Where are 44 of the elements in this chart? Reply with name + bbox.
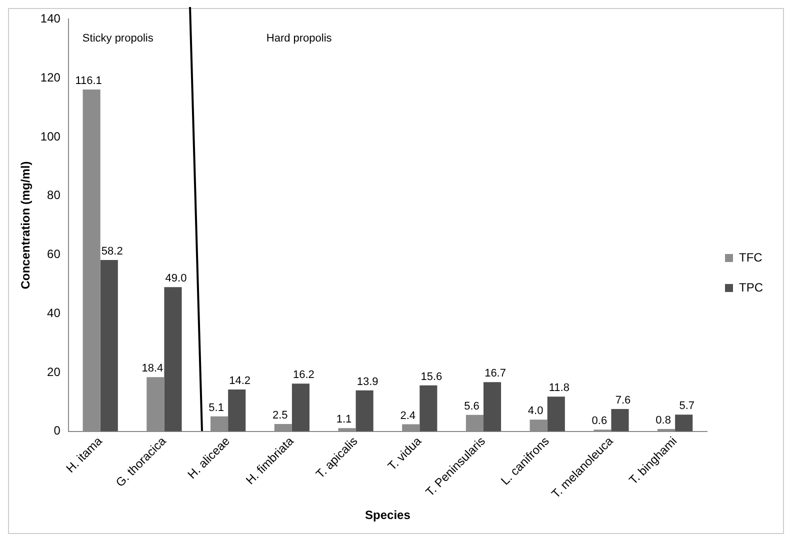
data-label: 2.5 [272, 410, 288, 422]
bar [547, 396, 565, 432]
data-label: 4.0 [528, 405, 544, 418]
y-tick-label: 100 [40, 129, 61, 144]
legend-label: TPC [739, 280, 764, 294]
annotation: Hard propolis [266, 32, 332, 45]
data-label: 16.7 [484, 368, 506, 380]
data-label: 13.9 [356, 376, 378, 388]
y-tick-label: 80 [47, 188, 61, 202]
y-tick-label: 20 [47, 364, 61, 379]
y-tick-label: 120 [40, 70, 61, 84]
data-label: 5.7 [679, 400, 694, 412]
data-label: 0.6 [592, 415, 608, 428]
data-label: 49.0 [165, 272, 187, 285]
data-label: 11.8 [548, 382, 570, 394]
bar [164, 287, 182, 432]
data-label: 14.2 [229, 375, 251, 388]
data-label: 116.1 [75, 75, 102, 88]
y-tick-label: 40 [47, 306, 61, 320]
bar [484, 382, 502, 432]
bar [420, 385, 438, 432]
y-tick-label: 60 [47, 247, 61, 262]
legend-label: TFC [739, 250, 763, 264]
data-label: 1.1 [336, 414, 352, 426]
bar [228, 390, 246, 432]
data-label: 15.6 [420, 370, 442, 383]
bar [675, 414, 693, 432]
data-label: 16.2 [292, 369, 314, 382]
y-tick-label: 0 [54, 424, 61, 438]
data-label: 0.8 [656, 414, 671, 427]
data-label: 5.6 [464, 400, 480, 412]
data-label: 5.1 [208, 402, 224, 414]
bar [356, 390, 374, 432]
x-axis-title: Species [365, 508, 411, 522]
data-label: 58.2 [101, 246, 123, 258]
annotation: Sticky propolis [82, 32, 154, 45]
bar [100, 260, 118, 432]
bar [611, 408, 629, 432]
y-axis-title: Concentration (mg/ml) [18, 161, 33, 290]
data-label: 2.4 [400, 410, 416, 422]
y-tick-label: 140 [40, 12, 61, 26]
data-label: 18.4 [142, 362, 164, 375]
bar [292, 384, 310, 432]
data-label: 7.6 [615, 394, 631, 407]
